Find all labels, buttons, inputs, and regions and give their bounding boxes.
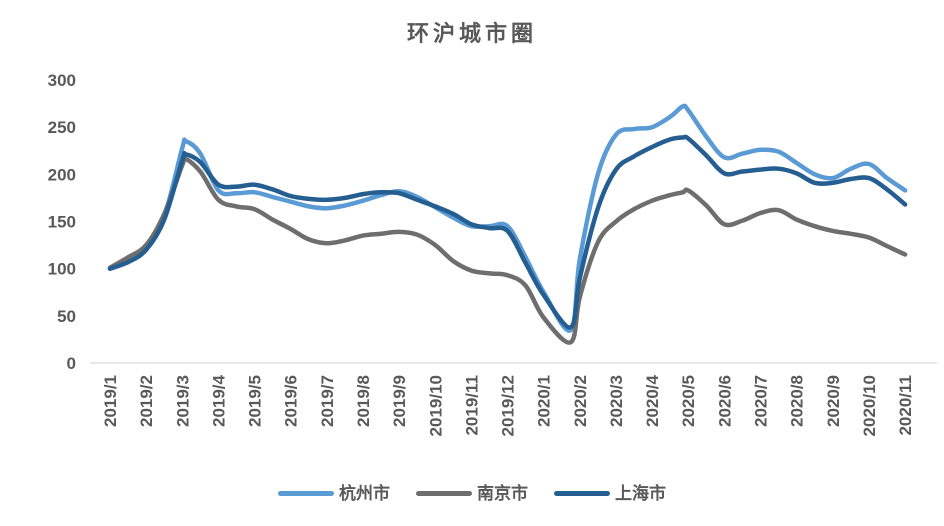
y-tick-label: 250 — [48, 118, 76, 137]
nanjing-series-line — [107, 155, 908, 345]
hangzhou-series-line — [107, 103, 908, 333]
legend-item-hangzhou: 杭州市 — [278, 485, 390, 502]
x-tick-label: 2019/10 — [426, 375, 445, 436]
x-tick-label: 2020/11 — [896, 375, 915, 436]
x-tick-label: 2020/3 — [607, 375, 626, 427]
shanghai-series-line — [107, 134, 908, 330]
x-tick-label: 2019/8 — [354, 375, 373, 427]
legend-label-shanghai: 上海市 — [615, 483, 666, 503]
x-tick-label: 2020/4 — [643, 374, 662, 427]
chart-legend: 杭州市 南京市 上海市 — [0, 478, 944, 508]
x-tick-label: 2020/8 — [788, 375, 807, 427]
x-tick-label: 2019/12 — [499, 375, 518, 436]
x-tick-label: 2019/2 — [137, 375, 156, 427]
x-tick-label: 2019/9 — [390, 375, 409, 427]
x-tick-label: 2019/3 — [173, 375, 192, 427]
x-tick-label: 2020/5 — [679, 375, 698, 427]
y-tick-label: 300 — [48, 71, 76, 90]
x-tick-label: 2019/6 — [282, 375, 301, 427]
nanjing-legend-swatch-icon — [416, 490, 472, 496]
legend-item-nanjing: 南京市 — [416, 485, 528, 502]
x-tick-label: 2019/7 — [318, 375, 337, 427]
legend-label-hangzhou: 杭州市 — [339, 483, 390, 503]
hangzhou-legend-swatch-icon — [278, 490, 334, 496]
shanghai-legend-swatch-icon — [554, 490, 610, 496]
legend-label-nanjing: 南京市 — [477, 483, 528, 503]
y-tick-label: 50 — [57, 307, 76, 326]
y-tick-label: 200 — [48, 165, 76, 184]
x-tick-label: 2019/5 — [246, 375, 265, 427]
x-tick-label: 2019/4 — [209, 374, 228, 427]
chart-title: 环沪城市圈 — [406, 21, 537, 46]
x-tick-label: 2020/9 — [824, 375, 843, 427]
x-tick-label: 2020/2 — [571, 375, 590, 427]
y-tick-label: 100 — [48, 260, 76, 279]
x-tick-label: 2020/6 — [715, 375, 734, 427]
x-tick-label: 2020/7 — [752, 375, 771, 427]
x-tick-label: 2020/10 — [860, 375, 879, 436]
x-tick-label: 2019/1 — [101, 375, 120, 427]
legend-item-shanghai: 上海市 — [554, 485, 666, 502]
y-tick-label: 150 — [48, 213, 76, 232]
x-tick-label: 2020/1 — [535, 375, 554, 427]
x-tick-label: 2019/11 — [462, 375, 481, 436]
y-tick-label: 0 — [67, 354, 76, 373]
